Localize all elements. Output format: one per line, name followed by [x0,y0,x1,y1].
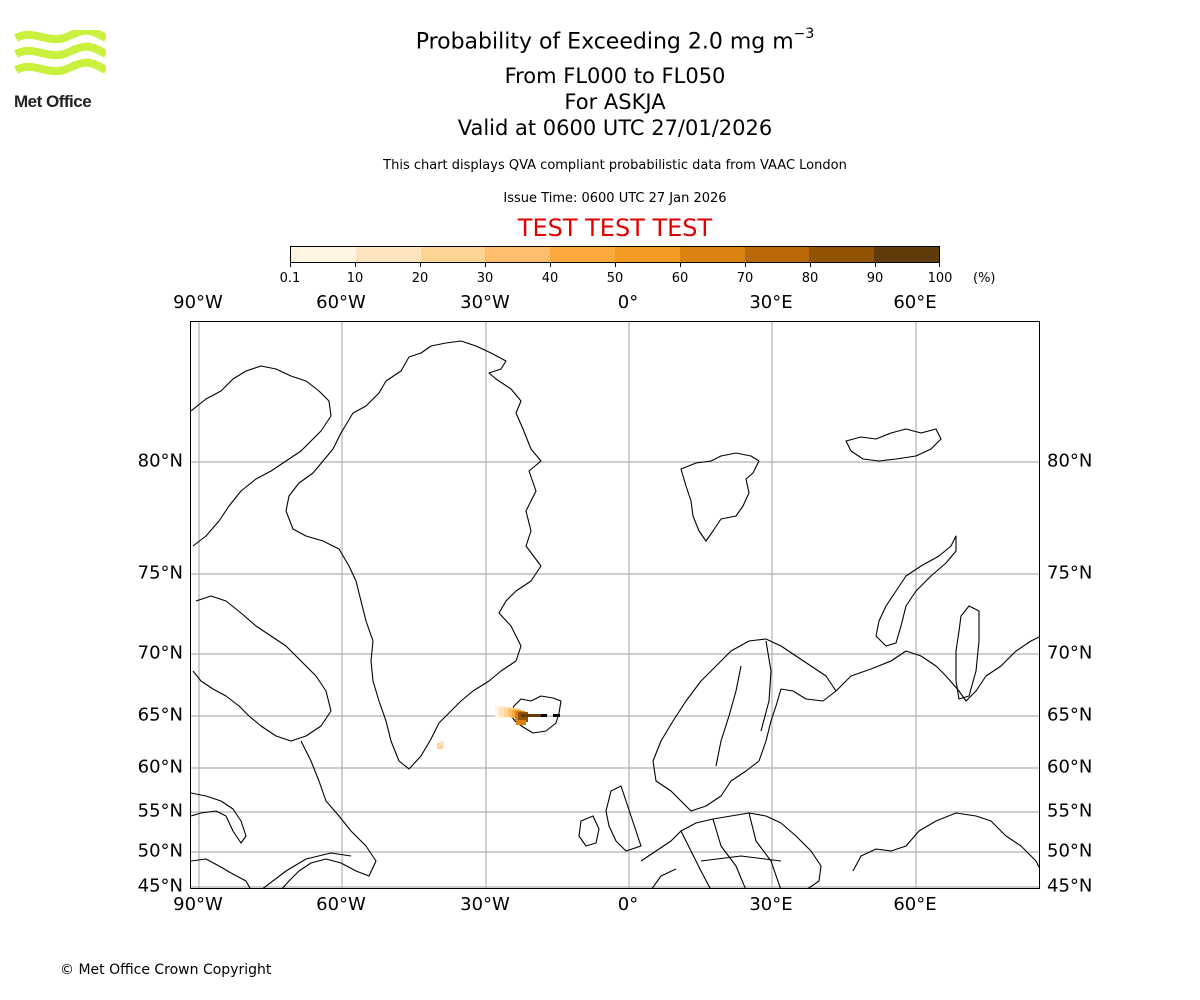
logo-text: Met Office [14,92,92,111]
map-canvas [191,322,1039,888]
colorbar-label: 50 [606,271,624,286]
lon-label-bottom: 0° [617,894,639,915]
colorbar-bin [744,247,810,262]
colorbar-label: 90 [866,271,884,286]
colorbar-label: 0.1 [279,271,301,286]
flight-levels: From FL000 to FL050 [504,64,726,88]
lon-label-bottom: 30°E [749,894,793,915]
chart-description: This chart displays QVA compliant probab… [383,158,847,173]
lat-label-right: 60°N [1047,756,1093,778]
franz-josef-coast [845,428,942,462]
lat-label-right: 45°N [1047,875,1093,897]
colorbar-tick [290,263,291,267]
colorbar-tick [875,263,876,267]
scandinavia-coast [652,638,837,812]
ash-probability-field [437,706,560,749]
colorbar-tick [745,263,746,267]
svalbard-coast [680,452,760,542]
colorbar-tick [550,263,551,267]
lon-label-bottom: 60°W [316,894,366,915]
met-office-logo: Met Office [14,26,109,112]
colorbar-tick [485,263,486,267]
chart-title-text: Probability of Exceeding 2.0 mg m [415,29,794,55]
europe-coast [640,812,822,888]
colorbar-bin [614,247,680,262]
hudson-bay-coast [191,792,247,844]
gridlines [191,322,1039,888]
labrador-coast [282,740,377,888]
lon-label-bottom: 90°W [173,894,223,915]
europe-borders [680,812,782,888]
colorbar-label: 60 [671,271,689,286]
colorbar-bin [485,247,551,262]
sweden-finland-border [715,640,772,767]
colorbar-label: 80 [801,271,819,286]
lat-label-right: 75°N [1047,562,1093,584]
colorbar-tick [615,263,616,267]
colorbar-label: 10 [346,271,364,286]
lat-label-left: 60°N [137,756,183,778]
lat-label-left: 70°N [137,642,183,664]
lat-label-right: 65°N [1047,704,1093,726]
met-office-waves-icon [14,26,108,76]
lon-label-top: 60°E [893,292,937,313]
colorbar-tick [355,263,356,267]
yamal-coast [955,605,980,700]
colorbar-bin [291,247,356,262]
colorbar-bin [355,247,421,262]
great-britain-coast [605,785,642,852]
colorbar-tick [810,263,811,267]
colorbar-label: 70 [736,271,754,286]
lat-label-right: 55°N [1047,800,1093,822]
russia-coast [835,636,1039,702]
valid-time: Valid at 0600 UTC 27/01/2026 [457,116,773,140]
lon-label-top: 60°W [316,292,366,313]
colorbar-label: 20 [411,271,429,286]
lon-label-top: 0° [617,292,639,313]
lon-label-top: 90°W [173,292,223,313]
colorbar-label: 100 [927,271,953,286]
north-america-south [191,852,352,888]
issue-time: Issue Time: 0600 UTC 27 Jan 2026 [503,191,727,206]
copyright: © Met Office Crown Copyright [60,962,272,978]
lat-label-left: 65°N [137,704,183,726]
lon-label-top: 30°E [749,292,793,313]
lon-label-top: 30°W [460,292,510,313]
volcano-name: For ASKJA [564,90,666,114]
test-banner: TEST TEST TEST [517,214,713,242]
colorbar-bin [420,247,486,262]
map-frame[interactable] [190,321,1040,889]
colorbar-label: 30 [476,271,494,286]
colorbar-bin [550,247,615,262]
lat-label-left: 45°N [137,875,183,897]
lat-label-right: 50°N [1047,840,1093,862]
greenland-coast [285,340,542,770]
colorbar [290,246,940,263]
novaya-zemlya-coast [875,535,957,647]
lat-label-left: 50°N [137,840,183,862]
colorbar-tick [939,263,940,267]
lat-label-right: 80°N [1047,450,1093,472]
colorbar-bin [679,247,745,262]
lat-label-left: 80°N [137,450,183,472]
colorbar-label: 40 [541,271,559,286]
ireland-coast [578,815,600,847]
coastlines [191,340,1039,888]
lat-label-left: 55°N [137,800,183,822]
lat-label-left: 75°N [137,562,183,584]
colorbar-unit: (%) [973,271,996,286]
title-superscript: −3 [793,26,815,42]
colorbar-tick [680,263,681,267]
kazakhstan-coast [852,812,1039,872]
chart-title: Probability of Exceeding 2.0 mg m−3 [0,26,1200,55]
lon-label-bottom: 60°E [893,894,937,915]
colorbar-bin [809,247,875,262]
baffin-island-coast [192,595,332,742]
lon-label-bottom: 30°W [460,894,510,915]
baffin-coast [191,365,332,547]
lat-label-right: 70°N [1047,642,1093,664]
colorbar-tick [420,263,421,267]
colorbar-bin [874,247,939,262]
